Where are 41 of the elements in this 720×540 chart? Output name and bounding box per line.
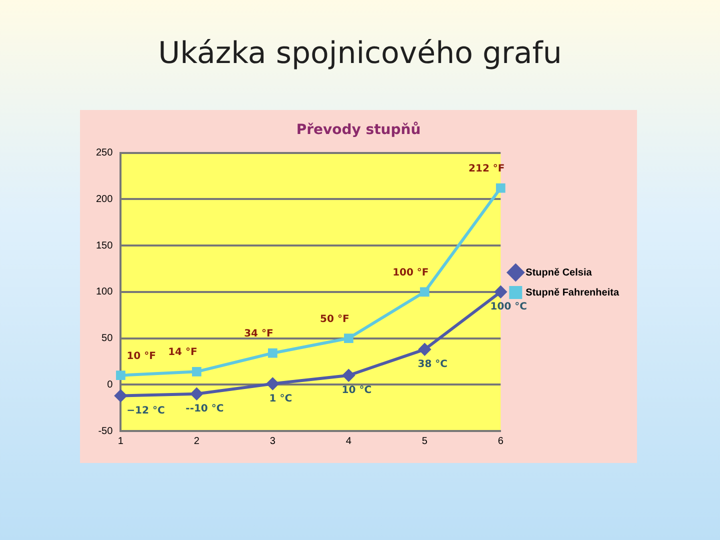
x-tick-label: 4 bbox=[346, 436, 352, 447]
data-label: 34 °F bbox=[244, 328, 274, 340]
point bbox=[342, 369, 355, 382]
point bbox=[344, 334, 354, 343]
x-tick-label: 1 bbox=[118, 436, 124, 447]
data-label: 50 °F bbox=[320, 314, 350, 325]
point bbox=[190, 388, 203, 400]
point bbox=[268, 348, 278, 358]
data-label: 10 °F bbox=[126, 350, 156, 362]
x-tick-label: 2 bbox=[194, 436, 200, 447]
point bbox=[420, 287, 430, 297]
point bbox=[494, 286, 507, 298]
chart-title: Ukázka spojnicového grafu bbox=[157, 36, 563, 71]
y-tick-label: 200 bbox=[96, 194, 114, 205]
legend-label: Stupně Celsia bbox=[526, 267, 592, 278]
point bbox=[266, 378, 279, 390]
data-label: −12 °C bbox=[126, 405, 165, 416]
y-tick-label: 150 bbox=[96, 240, 114, 252]
y-tick-label: 50 bbox=[102, 333, 114, 344]
y-tick-label: -50 bbox=[98, 426, 114, 437]
legend-label: Stupně Fahrenheita bbox=[526, 287, 620, 298]
point bbox=[192, 366, 202, 376]
x-tick-label: 5 bbox=[422, 436, 428, 447]
data-label: 100 °F bbox=[392, 267, 429, 278]
y-tick-label: 100 bbox=[96, 286, 114, 298]
point bbox=[418, 343, 431, 356]
x-tick-label: 6 bbox=[498, 436, 504, 447]
data-label: 38 °C bbox=[418, 358, 448, 370]
point bbox=[114, 390, 127, 402]
y-tick-label: 0 bbox=[107, 379, 114, 390]
data-label: --10 °C bbox=[186, 404, 224, 414]
x-tick-label: 3 bbox=[270, 436, 276, 447]
point bbox=[496, 183, 506, 193]
data-label: 10 °C bbox=[342, 384, 372, 396]
point bbox=[116, 370, 126, 380]
data-label: 100 °C bbox=[490, 301, 528, 312]
data-label: 14 °F bbox=[168, 347, 198, 358]
y-tick-label: 250 bbox=[96, 148, 114, 159]
data-label: 1 °C bbox=[269, 393, 292, 404]
data-label: 212 °F bbox=[468, 164, 505, 175]
chart-subtitle: Převody stupňů bbox=[296, 121, 421, 138]
